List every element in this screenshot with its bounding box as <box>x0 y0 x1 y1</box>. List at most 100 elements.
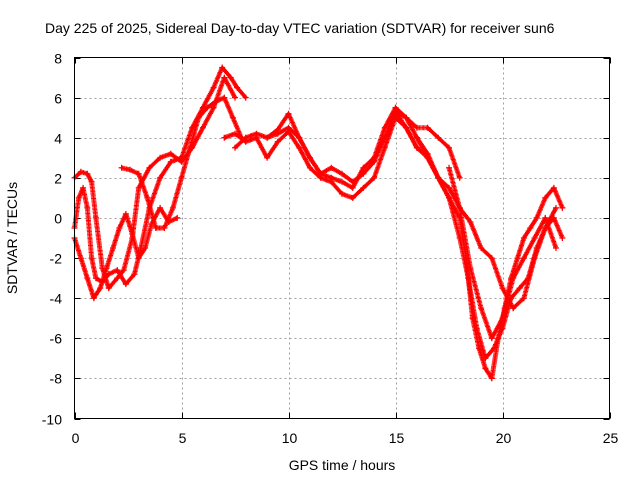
data-point <box>360 184 367 191</box>
data-point <box>559 235 566 241</box>
data-point <box>381 134 388 141</box>
data-point <box>413 144 420 151</box>
y-tick-label: -8 <box>50 371 63 387</box>
data-point <box>339 190 345 197</box>
x-tick-label: 5 <box>179 430 187 446</box>
data-point <box>120 267 127 274</box>
chart-title: Day 225 of 2025, Sidereal Day-to-day VTE… <box>45 20 555 36</box>
data-point <box>210 84 217 91</box>
data-point <box>142 245 149 251</box>
x-tick-label: 20 <box>496 430 512 446</box>
grid <box>74 57 610 419</box>
data-point <box>392 108 399 115</box>
data-point <box>219 64 226 71</box>
data-point <box>550 184 557 191</box>
data-point <box>533 214 540 221</box>
data-point <box>229 114 236 121</box>
data-point <box>531 235 538 241</box>
data-point <box>456 204 463 211</box>
data-point <box>328 164 335 171</box>
data-point <box>456 174 463 181</box>
data-point <box>520 255 527 262</box>
data-point <box>187 144 194 151</box>
data-point <box>92 275 99 282</box>
y-axis-label: SDTVAR / TECUs <box>4 182 20 294</box>
data-point <box>127 166 134 173</box>
data-point <box>371 158 378 165</box>
axis-ticks: -10 -8 -6 -4 -2 0 2 4 6 8 0 5 10 15 20 25 <box>42 51 619 447</box>
data-point <box>90 295 97 302</box>
data-point <box>212 98 219 105</box>
data-point <box>80 184 87 191</box>
data-point <box>135 170 142 177</box>
data-point <box>360 170 367 177</box>
data-point <box>349 178 356 185</box>
data-point <box>274 138 281 145</box>
data-point <box>435 174 442 181</box>
data-point <box>195 114 202 121</box>
y-tick-label: 0 <box>54 211 62 227</box>
data-point <box>328 178 335 185</box>
data-point <box>167 158 174 165</box>
data-point <box>413 124 420 131</box>
data-point <box>75 194 82 201</box>
data-point <box>253 134 260 141</box>
data-point <box>339 178 345 185</box>
data-point <box>499 285 506 292</box>
data-point <box>152 225 159 231</box>
data-point <box>488 335 495 342</box>
y-tick-label: 8 <box>54 51 62 67</box>
data-point <box>114 275 121 282</box>
data-point <box>118 164 125 171</box>
data-point <box>482 355 489 362</box>
data-point <box>514 255 521 262</box>
data-point <box>435 134 442 141</box>
data-point <box>499 315 506 322</box>
data-point <box>285 110 292 117</box>
data-point <box>531 255 538 262</box>
data-point <box>478 245 485 251</box>
x-tick-label: 15 <box>389 430 405 446</box>
data-point <box>221 94 228 101</box>
data-point <box>553 245 559 251</box>
data-points <box>71 64 566 382</box>
data-point <box>446 164 452 171</box>
x-tick-label: 0 <box>72 430 80 446</box>
data-point <box>122 281 129 288</box>
data-point <box>97 285 104 292</box>
data-point <box>553 204 559 211</box>
data-point <box>232 130 238 137</box>
data-point <box>88 255 95 262</box>
data-point <box>488 375 495 382</box>
data-point <box>349 184 356 191</box>
data-point <box>221 134 228 141</box>
data-point <box>467 219 474 225</box>
data-point <box>242 138 249 145</box>
data-point <box>446 184 452 191</box>
data-point <box>77 255 84 262</box>
data-point <box>473 325 480 332</box>
data-point <box>349 194 356 201</box>
data-point <box>360 164 367 171</box>
data-point <box>542 214 549 221</box>
y-tick-label: 6 <box>54 91 62 107</box>
data-point <box>465 275 472 282</box>
data-point <box>114 267 121 274</box>
data-point <box>371 174 378 181</box>
y-tick-label: -4 <box>50 291 63 307</box>
data-point <box>88 178 95 185</box>
data-point <box>559 204 566 211</box>
data-point <box>478 305 485 312</box>
series-track-11 <box>446 164 559 312</box>
data-point <box>424 154 431 161</box>
data-point <box>110 245 116 251</box>
data-point <box>490 345 497 352</box>
data-point <box>306 164 313 171</box>
data-point <box>510 305 517 312</box>
data-point <box>306 154 313 161</box>
y-tick-label: 4 <box>54 131 62 147</box>
data-point <box>105 285 112 292</box>
data-point <box>296 134 303 141</box>
data-point <box>144 194 151 201</box>
